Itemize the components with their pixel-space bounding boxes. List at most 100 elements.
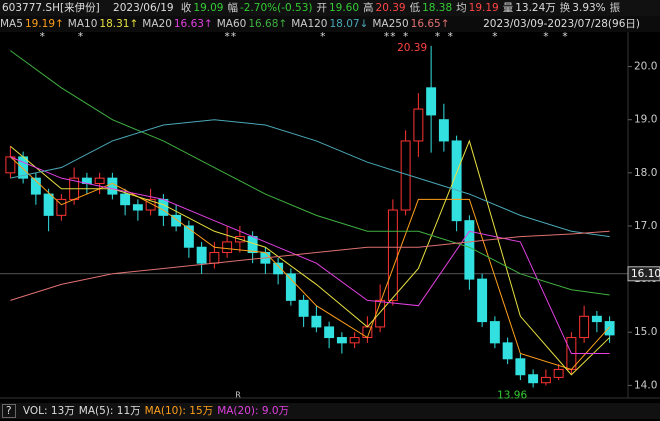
volume-label: MA(10): 15万 — [144, 405, 214, 417]
candle-body — [132, 204, 143, 211]
ma-value: 19.19↑ — [24, 18, 64, 30]
date-range: 2023/03/09-2023/07/28(96日) — [483, 18, 640, 30]
ma-name: MA250 — [372, 18, 409, 30]
candle-body — [273, 262, 284, 275]
event-marker: * — [78, 31, 83, 43]
event-marker: * — [40, 31, 45, 43]
candle-body — [515, 358, 526, 376]
event-marker: * — [390, 31, 395, 43]
event-marker: * — [543, 31, 548, 43]
event-marker: * — [225, 31, 230, 43]
candle-body — [591, 315, 602, 323]
quote-value: 18.38 — [422, 2, 453, 14]
quote-value: 19.19 — [468, 2, 499, 14]
ma-name: MA20 — [142, 18, 172, 30]
date: 2023/06/19 — [113, 2, 174, 14]
ma-name: MA10 — [67, 18, 98, 30]
candle-body — [324, 326, 335, 339]
quote-label: 低 — [409, 2, 421, 14]
quote-label: 收 — [180, 2, 192, 14]
volume-label: MA(20): 9.0万 — [217, 405, 290, 417]
candle-body — [375, 299, 386, 328]
quote-label: 均 — [456, 2, 467, 14]
y-tick-label: 19.0 — [634, 114, 657, 126]
quote-value: 20.39 — [375, 2, 406, 14]
r-marker: R — [235, 391, 241, 400]
candle-body — [349, 337, 360, 344]
candle-body — [413, 108, 424, 142]
y-tick-label: 18.0 — [634, 167, 657, 179]
quote-value: 3.93% — [572, 2, 606, 14]
event-marker: * — [403, 31, 408, 43]
crosshair-label: 16.10 — [631, 268, 660, 280]
candle-body — [183, 225, 194, 248]
ma-value: 18.07↓ — [329, 18, 369, 30]
y-tick-label: 20.0 — [634, 61, 657, 73]
volume-label: MA(5): 11万 — [78, 405, 141, 417]
candle-body — [30, 177, 41, 195]
candle-body — [196, 246, 207, 264]
candle-body — [298, 299, 309, 317]
event-marker: * — [384, 31, 389, 43]
ma-name: MA5 — [0, 18, 23, 30]
ma-line — [10, 119, 610, 238]
event-marker: * — [562, 31, 567, 43]
ma-legend: MA5 19.19↑ MA10 18.31↑ MA20 16.63↑ MA60 16.68↑ M… — [0, 16, 660, 32]
crosshair-box — [627, 266, 660, 282]
volume-label: VOL: 13万 — [22, 405, 75, 417]
ma-name: MA120 — [291, 18, 328, 30]
ma-line — [10, 156, 610, 354]
ma-line — [10, 139, 610, 376]
candle-body — [311, 315, 322, 328]
ma-line — [10, 156, 610, 371]
candle-body — [528, 374, 539, 384]
event-marker: * — [435, 31, 440, 43]
ma-value: 16.68↑ — [248, 18, 288, 30]
volume-bar: ? VOL: 13万 MA(5): 11万 MA(10): 15万 MA(20): 9… — [0, 403, 660, 419]
candle-body — [107, 177, 118, 195]
candle-body — [502, 342, 513, 360]
candle-body — [222, 241, 233, 254]
event-marker: * — [320, 31, 325, 43]
candle-body — [579, 315, 590, 339]
candle-body — [604, 321, 615, 336]
quote-label: 开 — [316, 2, 327, 14]
quote-bar: 603777.SH[来伊份] 2023/06/19 收 19.09 幅 -2.70%(… — [0, 0, 660, 16]
event-marker: * — [231, 31, 236, 43]
candle-body — [158, 198, 169, 216]
help-icon[interactable]: ? — [2, 404, 16, 418]
candle-body — [209, 252, 220, 264]
quote-value: 19.60 — [328, 2, 360, 14]
candle-body — [43, 193, 54, 216]
y-tick-label: 15.0 — [634, 326, 657, 338]
ma-line — [10, 230, 610, 301]
candle-body — [171, 214, 182, 227]
ma-value: 16.63↑ — [173, 18, 213, 30]
quote-value: 19.09 — [193, 2, 224, 14]
event-marker: * — [448, 31, 453, 43]
event-marker: * — [492, 31, 497, 43]
candle-body — [540, 376, 551, 384]
quote-value: 13.24万 — [515, 2, 556, 14]
quote-label: 振 — [609, 2, 621, 14]
candle-body — [94, 177, 105, 184]
ma-value: 16.65↑ — [410, 18, 450, 30]
quote-label: 换 — [559, 2, 571, 14]
y-tick-label: 14.0 — [634, 379, 657, 391]
ma-value: 18.31↑ — [99, 18, 139, 30]
candle-body — [464, 220, 475, 280]
candle-body — [489, 321, 500, 344]
high-label: 20.39 — [397, 42, 427, 54]
quote-label: 量 — [502, 2, 514, 14]
candle-body — [438, 119, 449, 142]
candle-body — [336, 337, 347, 344]
quote-label: 幅 — [227, 2, 238, 14]
candle-body — [387, 209, 398, 301]
ma-line — [10, 50, 610, 296]
candle-body — [451, 140, 462, 222]
y-tick-label: 17.0 — [634, 220, 657, 232]
quote-value: -2.70%(-0.53) — [239, 2, 313, 14]
candle-body — [56, 198, 67, 216]
